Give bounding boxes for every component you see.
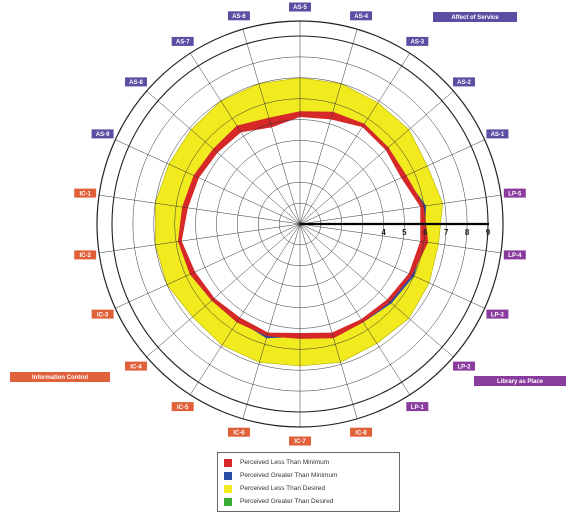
axis-label: LP-5 (508, 191, 522, 197)
axis-label: AS-5 (293, 5, 307, 11)
spoke (299, 139, 485, 225)
spoke (299, 194, 501, 225)
scale-tick-label: 8 (465, 228, 470, 237)
axis-tag (503, 188, 526, 198)
axis-tag (171, 402, 194, 412)
scale-tick-label: 4 (381, 228, 386, 237)
axis-tag (486, 129, 509, 139)
axis-label: AS-4 (354, 14, 368, 20)
legend-swatch-green (224, 497, 232, 506)
axis-label: IC-5 (177, 405, 189, 411)
scale-tick-label: 9 (486, 228, 491, 237)
axis-tag (486, 309, 509, 319)
axis-label: IC-7 (294, 439, 306, 445)
axis-label: LP-4 (508, 253, 522, 259)
axis-label: AS-1 (491, 132, 505, 138)
axis-tag (289, 2, 311, 12)
spoke (99, 223, 301, 254)
spoke (146, 223, 301, 358)
axis-label: AS-6 (232, 14, 246, 20)
chart-areas (155, 77, 444, 367)
axis-label: IC-6 (233, 430, 245, 436)
spoke (299, 53, 411, 225)
group-banner-label: Information Control (32, 375, 88, 381)
axis-tag (91, 129, 114, 139)
legend: Perceived Less Than Minimum Perceived Gr… (217, 452, 400, 512)
scale-tick-label: 7 (444, 228, 449, 237)
axis-label: IC-4 (130, 364, 142, 370)
spoke (299, 223, 501, 254)
group-banner (474, 376, 566, 386)
spoke (299, 90, 454, 225)
spoke (115, 139, 301, 225)
scale-tick-label: 5 (402, 228, 407, 237)
axis-tag (453, 361, 475, 371)
axis-label: AS-9 (96, 132, 110, 138)
axis-label: IC-3 (97, 312, 109, 318)
legend-item-less-than-desired: Perceived Less Than Desired (224, 482, 393, 495)
legend-label: Perceived Greater Than Desired (240, 498, 334, 505)
scale-tick-label: 6 (423, 228, 428, 237)
axis-label: AS-7 (176, 40, 190, 46)
legend-label: Perceived Less Than Minimum (240, 459, 330, 466)
axis-label: AS-8 (129, 80, 143, 86)
group-banner-label: Affect of Service (451, 15, 499, 21)
axis-label: IC-8 (355, 430, 367, 436)
axis-label: LP-1 (411, 405, 425, 411)
legend-item-greater-than-desired: Perceived Greater Than Desired (224, 495, 393, 508)
spoke (299, 223, 358, 419)
axis-tag (406, 36, 429, 46)
spoke (242, 29, 301, 225)
axis-tag (350, 11, 373, 21)
spoke (242, 223, 301, 419)
spoke (189, 223, 301, 395)
group-banner-label: Library as Place (497, 379, 544, 385)
legend-item-greater-than-minimum: Perceived Greater Than Minimum (224, 469, 393, 482)
axis-label: LP-2 (457, 364, 471, 370)
group-banner (433, 12, 517, 22)
axis-tag (125, 361, 147, 371)
spoke (299, 223, 454, 358)
axis-tag (125, 77, 147, 87)
axis-label: AS-3 (410, 40, 424, 46)
legend-item-less-than-minimum: Perceived Less Than Minimum (224, 456, 393, 469)
axis-tag (91, 309, 114, 319)
axis-tag (406, 402, 429, 412)
spoke (299, 223, 485, 309)
chart-grid (96, 20, 504, 428)
spoke (299, 29, 358, 225)
legend-swatch-yellow (224, 484, 232, 493)
axis-tag (74, 250, 97, 260)
axis-label: IC-1 (80, 191, 92, 197)
axis-tag (289, 436, 311, 446)
legend-label: Perceived Greater Than Minimum (240, 472, 338, 479)
axis-tag (74, 188, 97, 198)
spoke (115, 223, 301, 309)
axis-tag (171, 36, 194, 46)
legend-label: Perceived Less Than Desired (240, 485, 326, 492)
legend-swatch-red (224, 458, 232, 467)
axis-tag (453, 77, 475, 87)
axis-label: LP-3 (491, 312, 505, 318)
chart-labels: 4 5 6 7 8 9 LP-5 AS-1 AS-2 AS-3 AS-4 AS-5 AS-6 AS-7 AS… (10, 2, 566, 446)
spoke (146, 90, 301, 225)
axis-tag (227, 11, 250, 21)
axis-label: IC-2 (80, 253, 92, 259)
legend-swatch-blue (224, 471, 232, 480)
group-banner (10, 372, 110, 382)
spoke (99, 194, 301, 225)
spoke (189, 53, 301, 225)
axis-tag (227, 427, 250, 437)
axis-tag (350, 427, 373, 437)
axis-label: AS-2 (457, 80, 471, 86)
axis-tag (503, 250, 526, 260)
spoke (299, 223, 411, 395)
